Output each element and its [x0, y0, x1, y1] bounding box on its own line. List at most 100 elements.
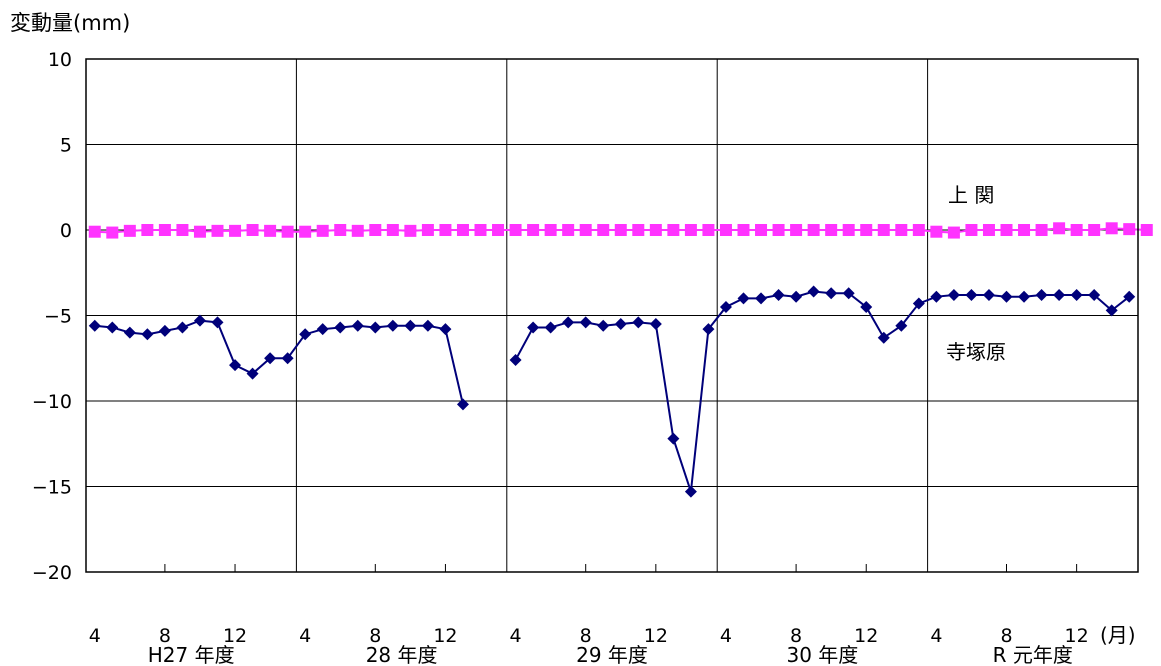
data-point	[1123, 290, 1136, 303]
data-point	[632, 224, 645, 236]
data-point	[404, 224, 417, 237]
y-tick-label: 0	[60, 220, 72, 242]
data-point	[1088, 224, 1101, 236]
data-point	[88, 319, 101, 332]
x-tick-label: 4	[89, 625, 101, 647]
data-point	[614, 224, 627, 236]
data-point	[386, 224, 399, 236]
fiscal-year-label: 29 年度	[576, 643, 648, 666]
data-point	[667, 224, 680, 236]
data-point	[1018, 224, 1031, 236]
y-tick-label: 10	[48, 49, 72, 71]
data-point	[860, 300, 873, 313]
data-point	[877, 224, 890, 236]
data-point	[229, 224, 242, 237]
data-point	[299, 328, 312, 341]
fiscal-year-label: 30 年度	[786, 643, 858, 666]
data-point	[895, 319, 908, 332]
data-point	[369, 321, 382, 334]
data-point	[1000, 290, 1013, 303]
data-point	[825, 224, 838, 236]
data-point	[842, 224, 855, 236]
data-point	[404, 319, 417, 332]
data-point	[281, 352, 294, 365]
data-point	[299, 225, 312, 238]
series-label-terazukahara: 寺塚原	[946, 340, 1006, 364]
data-point	[492, 224, 505, 236]
data-point	[527, 224, 540, 236]
data-point	[597, 319, 610, 332]
data-point	[755, 292, 768, 305]
data-point	[1035, 288, 1048, 301]
data-point	[439, 323, 452, 336]
data-point	[211, 316, 224, 329]
y-tick-label: −15	[32, 477, 72, 499]
data-point	[527, 321, 540, 334]
data-point	[106, 321, 119, 334]
data-point	[1018, 290, 1031, 303]
data-point	[702, 224, 715, 236]
x-tick-label: 12	[433, 625, 457, 647]
x-tick-label: 4	[510, 625, 522, 647]
data-point	[649, 318, 662, 331]
fiscal-year-label: R 元年度	[993, 643, 1073, 666]
data-point	[895, 224, 908, 236]
data-point	[141, 224, 154, 236]
x-tick-label: 4	[299, 625, 311, 647]
data-point	[1000, 224, 1013, 236]
data-point	[176, 321, 189, 334]
data-point	[562, 316, 575, 329]
x-tick-label: 4	[720, 625, 732, 647]
data-point	[456, 224, 469, 236]
data-point	[316, 224, 329, 237]
data-point	[842, 287, 855, 300]
data-point	[965, 224, 978, 236]
data-point	[351, 224, 364, 237]
data-point	[579, 316, 592, 329]
data-point	[982, 288, 995, 301]
data-point	[877, 331, 890, 344]
data-point	[807, 285, 820, 298]
data-point	[667, 432, 680, 445]
x-tick-label: 12	[1065, 625, 1089, 647]
data-point	[1070, 224, 1083, 236]
series-layer	[88, 222, 1153, 498]
data-point	[930, 225, 943, 238]
y-tick-label: −10	[32, 391, 72, 413]
data-point	[158, 324, 171, 337]
data-point	[614, 318, 627, 331]
data-point	[807, 224, 820, 236]
data-point	[456, 398, 469, 411]
data-point	[772, 224, 785, 236]
series-line	[94, 290, 1130, 492]
data-point	[509, 224, 522, 236]
data-point	[1070, 288, 1083, 301]
data-point	[965, 288, 978, 301]
data-point	[912, 224, 925, 236]
data-point	[930, 290, 943, 303]
data-point	[1053, 288, 1066, 301]
data-point	[509, 353, 522, 366]
data-point	[334, 224, 347, 236]
data-point	[264, 352, 277, 365]
x-tick-label: 8	[369, 625, 381, 647]
data-point	[386, 319, 399, 332]
data-point	[684, 485, 697, 498]
data-point	[947, 288, 960, 301]
data-point	[193, 314, 206, 327]
data-point	[88, 225, 101, 238]
plot-area-frame	[85, 58, 1139, 573]
series-label-kamiseki: 上 関	[948, 183, 994, 207]
data-point	[825, 287, 838, 300]
data-point	[982, 224, 995, 236]
data-point	[211, 224, 224, 237]
data-point	[193, 225, 206, 238]
fiscal-year-labels: H27 年度 28 年度 29 年度 30 年度 R 元年度	[148, 643, 1073, 666]
data-point	[316, 323, 329, 336]
data-point	[1053, 222, 1066, 235]
data-point	[246, 224, 259, 236]
data-point	[632, 316, 645, 329]
series-0	[88, 222, 1153, 239]
data-point	[1140, 224, 1153, 236]
